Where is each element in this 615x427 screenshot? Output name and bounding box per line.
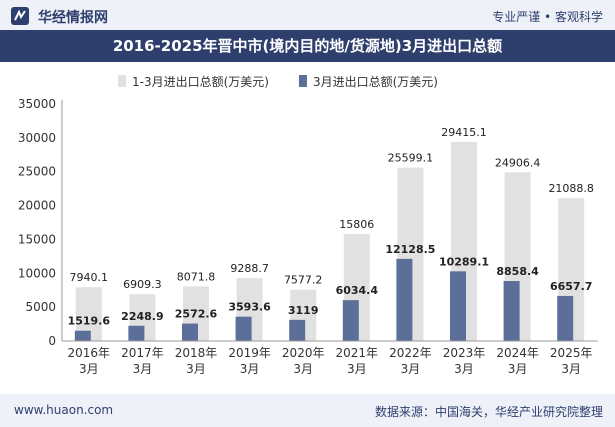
bottom-banner: www.huaon.com 数据来源：中国海关，华经产业研究院整理 [0,394,615,427]
x-axis: 2016年 3月 2017年 3月 2018年 3月 2019年 3月 2020年 3月 2021年… [62,340,598,376]
bar-march [503,281,520,341]
data-label-march: 2248.9 [121,310,163,323]
data-label-march: 10289.1 [439,255,489,268]
data-label-march: 6034.4 [336,284,379,297]
y-tick-label: 20000 [18,199,56,213]
x-tick-label: 2022年 3月 [389,346,432,376]
x-tick-label: 2016年 3月 [68,346,111,376]
y-tick-label: 10000 [18,266,56,280]
title-bar: 2016-2025年晋中市(境内目的地/货源地)3月进出口总额 [0,30,615,62]
x-tick-label: 2024年 3月 [496,346,539,376]
bar-march [289,319,306,341]
bar-march [182,323,198,341]
data-label-march: 1519.6 [68,315,111,328]
x-tick-label: 2021年 3月 [336,346,379,376]
x-tick-label: 2017年 3月 [121,346,164,376]
y-axis: 0 5000 10000 15000 20000 25000 30000 35000 [18,97,63,348]
data-label-total: 15806 [339,218,374,231]
bar-march [342,300,359,341]
x-tick-label: 2019年 3月 [228,346,271,376]
data-label-total: 8071.8 [177,270,216,283]
legend: 1-3月进出口总额(万美元) 3月进出口总额(万美元) [118,75,438,89]
y-tick-label: 15000 [18,232,56,246]
data-label-march: 2572.6 [175,308,218,321]
data-label-march: 3119 [288,304,319,317]
data-label-march: 6657.7 [550,280,592,293]
data-label-total: 25599.1 [388,152,434,165]
x-tick-label: 2025年 3月 [550,346,593,376]
data-label-total: 21088.8 [548,182,594,195]
bar-march [396,258,413,341]
data-label-total: 7577.2 [284,274,323,287]
data-label-total: 24906.4 [495,156,541,169]
y-tick-label: 25000 [18,165,56,179]
bar-march [74,330,91,341]
legend-label-0: 1-3月进出口总额(万美元) [132,75,269,89]
data-label-march: 8858.4 [496,265,539,278]
bar-march [128,325,145,341]
top-banner: 华经情报网 专业严谨 • 客观科学 [0,0,615,30]
chart-title: 2016-2025年晋中市(境内目的地/货源地)3月进出口总额 [112,37,503,55]
data-label-march: 3593.6 [228,301,271,314]
data-labels: 7940.1 1519.6 6909.3 2248.9 8071.8 2572.6 9288… [68,126,594,328]
brand-name: 华经情报网 [38,10,108,26]
legend-swatch-1 [298,75,307,87]
bar-march [450,271,466,341]
y-tick-label: 35000 [18,97,56,111]
data-label-march: 12128.5 [385,243,435,256]
x-tick-label: 2020年 3月 [282,346,325,376]
slogan: 专业严谨 • 客观科学 [492,10,603,24]
x-tick-label: 2023年 3月 [443,346,486,376]
legend-swatch-0 [118,75,126,87]
y-tick-label: 5000 [25,300,56,314]
bar-march [557,295,574,341]
chart-area: 1-3月进出口总额(万美元) 3月进出口总额(万美元) 0 5000 10000 150… [18,75,598,376]
legend-label-1: 3月进出口总额(万美元) [313,75,438,89]
data-source: 数据来源：中国海关，华经产业研究院整理 [374,405,603,419]
huajing-logo-icon [11,7,29,25]
y-tick-label: 0 [48,334,56,348]
bars [74,141,585,341]
data-label-total: 29415.1 [441,126,487,139]
data-label-total: 7940.1 [70,271,109,284]
site-url: www.huaon.com [14,403,114,417]
bar-march [235,316,252,341]
data-label-total: 6909.3 [123,278,162,291]
y-tick-label: 30000 [18,131,56,145]
x-tick-label: 2018年 3月 [175,346,218,376]
data-label-total: 9288.7 [230,262,269,275]
